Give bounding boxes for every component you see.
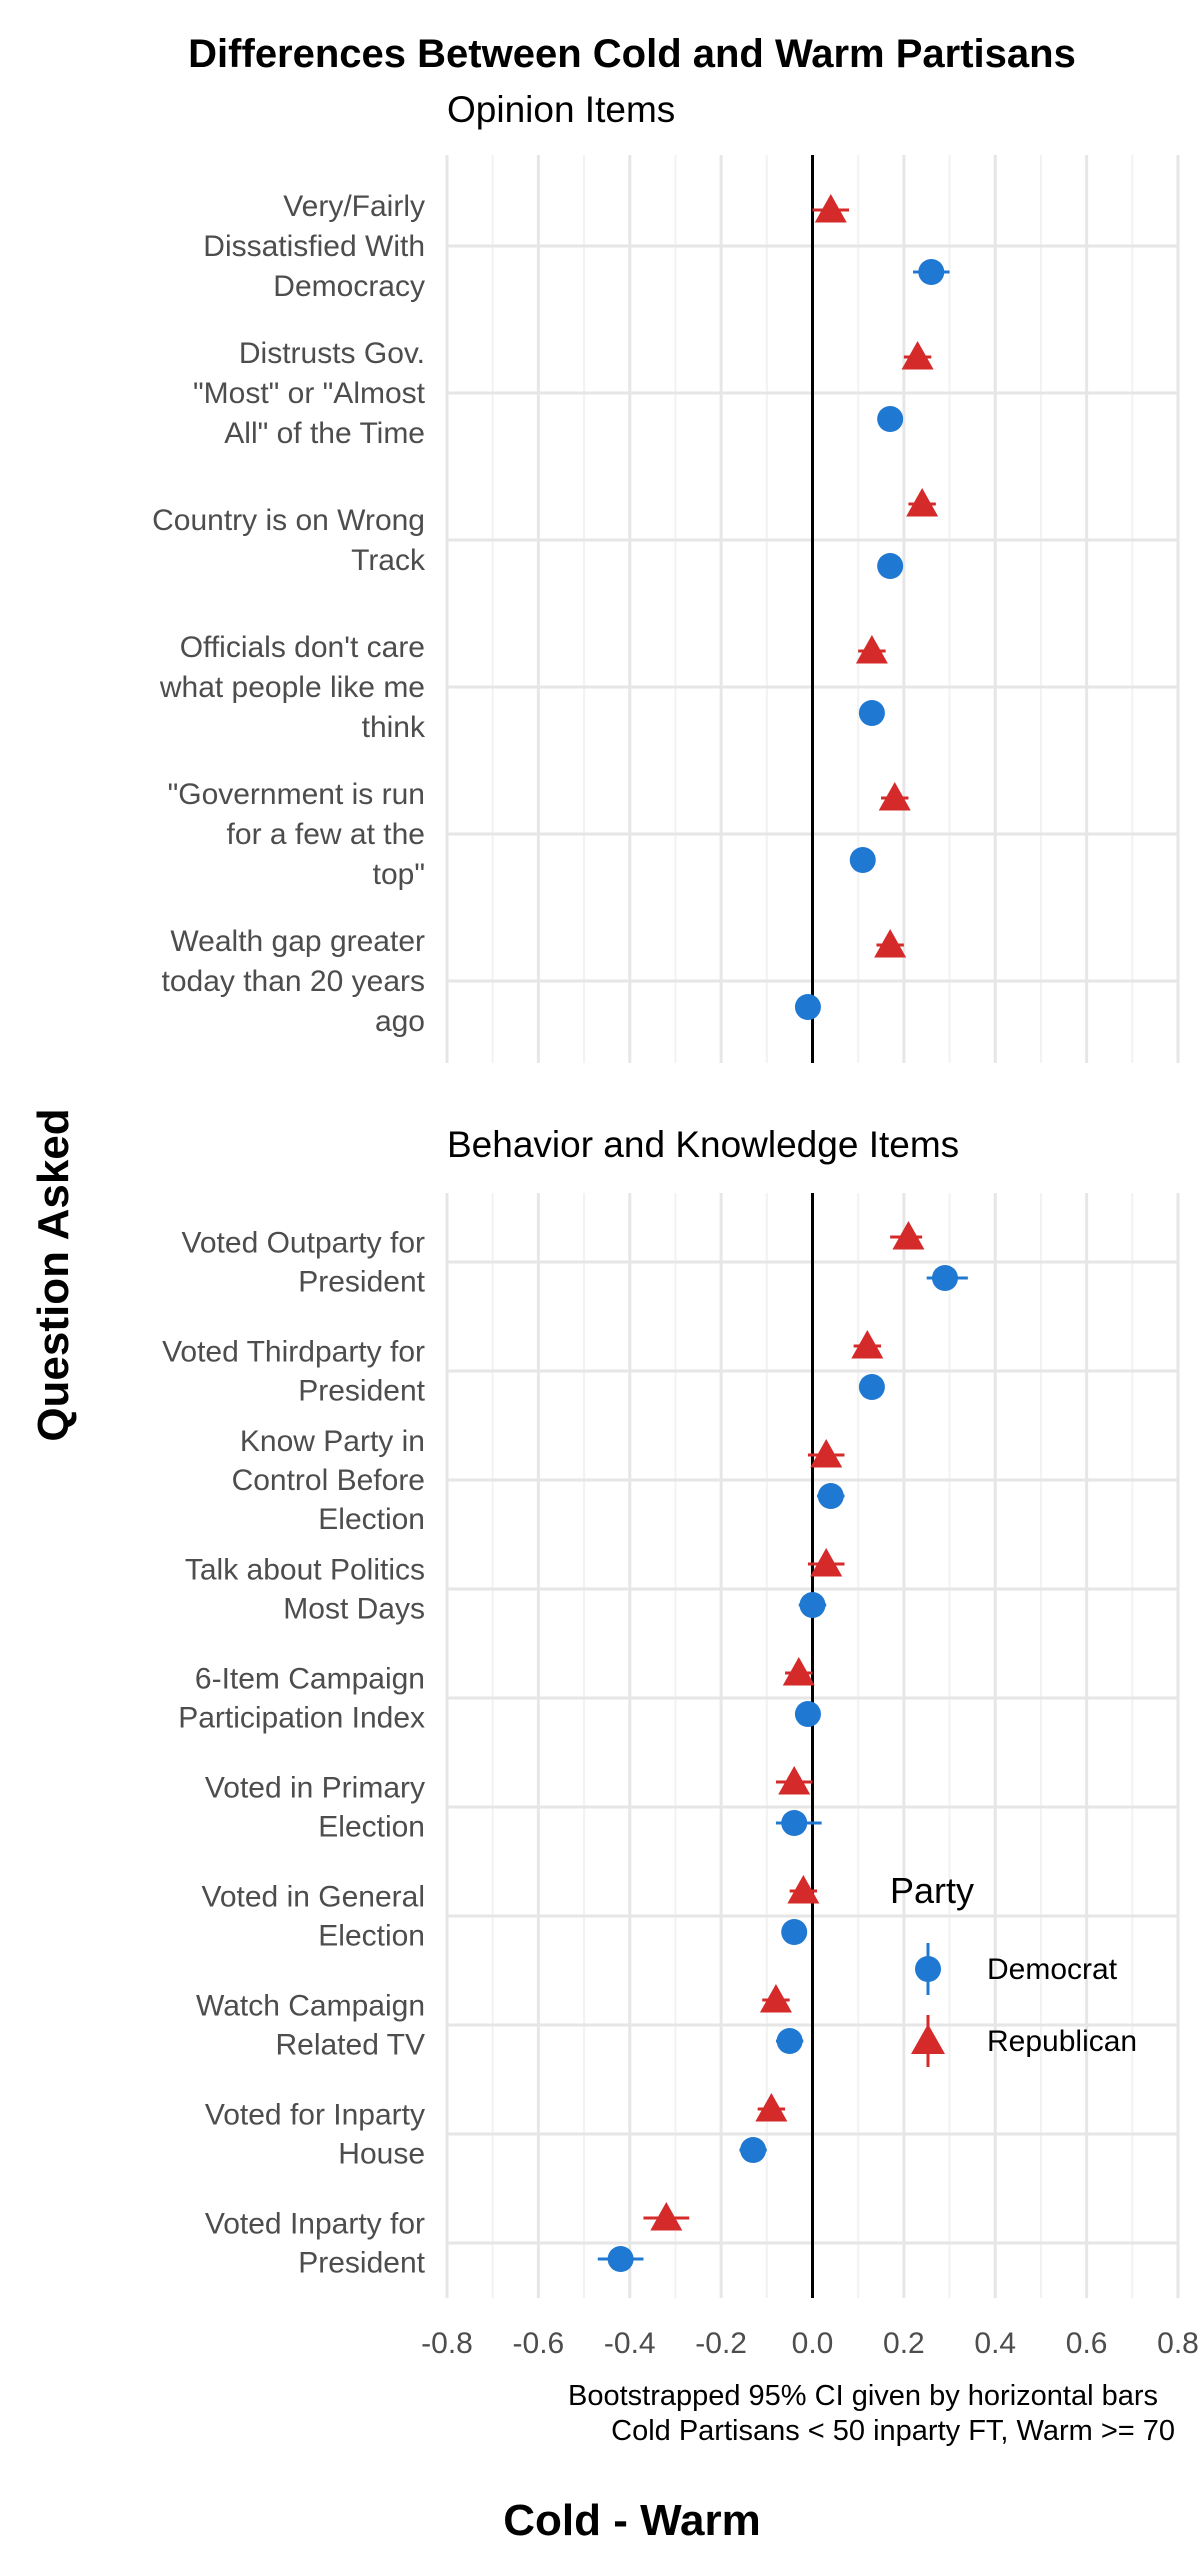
democrat-point	[740, 2137, 767, 2163]
y-tick-label: today than 20 years	[161, 965, 425, 998]
democrat-point	[817, 1483, 844, 1509]
republican-point	[814, 194, 847, 223]
republican-point	[901, 341, 934, 370]
panel-2: Behavior and Knowledge Items Voted Outpar…	[162, 1124, 1180, 2298]
x-tick-label: -0.2	[695, 2327, 747, 2360]
y-tick-label: what people like me	[159, 671, 425, 704]
democrat-point	[607, 2246, 634, 2272]
x-tick-label: 0.2	[883, 2327, 925, 2360]
panel-1: Opinion Items Very/Fairly Dissatisfied Wit…	[152, 89, 1180, 1063]
y-tick-label: "Most" or "Almost	[193, 377, 426, 410]
y-tick-label: Wealth gap greater	[170, 925, 425, 958]
democrat-point	[794, 1701, 821, 1727]
democrat-point	[858, 1374, 885, 1400]
republican-point	[810, 1548, 843, 1577]
y-tick-label: Voted for Inparty	[205, 2099, 425, 2132]
x-axis: -0.8 -0.6 -0.4 -0.2 0.0 0.2 0.4 0.6 0.8	[421, 2327, 1199, 2360]
legend-democrat-symbol	[915, 1956, 941, 1982]
y-tick-label: Dissatisfied With	[203, 230, 425, 263]
x-tick-label: 0.6	[1066, 2327, 1108, 2360]
republican-point	[810, 1439, 843, 1468]
y-tick-label: Voted Outparty for	[182, 1227, 425, 1260]
y-tick-label: Know Party in	[240, 1425, 425, 1458]
democrat-point	[799, 1592, 826, 1618]
y-tick-label: Officials don't care	[180, 631, 425, 664]
y-tick-label: President	[298, 1375, 425, 1408]
x-tick-label: 0.4	[974, 2327, 1016, 2360]
republican-point	[874, 929, 907, 958]
y-tick-label: All" of the Time	[224, 417, 425, 450]
y-tick-label: Control Before	[232, 1464, 425, 1497]
y-tick-label: ago	[375, 1005, 425, 1038]
y-tick-label: Track	[351, 544, 426, 577]
y-tick-label: House	[338, 2138, 425, 2171]
y-tick-label: Election	[318, 1503, 425, 1536]
y-tick-label: Voted Inparty for	[205, 2208, 425, 2241]
y-tick-label: for a few at the	[227, 818, 425, 851]
republican-point	[755, 2093, 788, 2122]
legend-republican-label: Republican	[987, 2025, 1137, 2058]
republican-point	[650, 2202, 683, 2231]
y-tick-label: Participation Index	[178, 1702, 425, 1735]
y-tick-label: Democracy	[273, 270, 425, 303]
caption-line-2: Cold Partisans < 50 inparty FT, Warm >= …	[611, 2415, 1175, 2447]
caption-line-1: Bootstrapped 95% CI given by horizontal …	[568, 2380, 1158, 2412]
y-tick-label: "Government is run	[168, 778, 425, 811]
legend-title: Party	[890, 1870, 974, 1911]
panel-title-1: Opinion Items	[447, 89, 675, 130]
y-tick-label: Related TV	[275, 2029, 425, 2062]
y-tick-label: Distrusts Gov.	[239, 337, 425, 370]
panel-title-2: Behavior and Knowledge Items	[447, 1124, 959, 1165]
x-tick-label: 0.8	[1157, 2327, 1199, 2360]
chart-panels: Opinion Items Very/Fairly Dissatisfied Wit…	[152, 89, 1180, 2298]
y-tick-label: Voted Thirdparty for	[162, 1336, 425, 1369]
democrat-point	[849, 847, 876, 873]
democrat-point	[794, 994, 821, 1020]
legend-democrat-label: Democrat	[987, 1953, 1118, 1986]
democrat-point	[918, 259, 945, 285]
y-tick-label: top"	[373, 858, 425, 891]
democrat-point	[877, 406, 904, 432]
x-tick-label: -0.4	[604, 2327, 656, 2360]
republican-point	[787, 1875, 820, 1904]
republican-point	[892, 1221, 925, 1250]
x-tick-label: 0.0	[792, 2327, 834, 2360]
y-tick-label: Country is on Wrong	[152, 504, 425, 537]
democrat-point	[781, 1810, 808, 1836]
democrat-point	[877, 553, 904, 579]
legend: Party Democrat Republican	[890, 1870, 1137, 2067]
republican-point	[878, 782, 911, 811]
y-tick-label: Most Days	[283, 1593, 425, 1626]
x-axis-title: Cold - Warm	[503, 2496, 760, 2545]
y-tick-label: think	[362, 711, 426, 744]
legend-entries: Democrat Republican	[911, 1943, 1137, 2067]
y-tick-label: Election	[318, 1811, 425, 1844]
x-tick-label: -0.6	[513, 2327, 565, 2360]
y-tick-label: Election	[318, 1920, 425, 1953]
democrat-point	[776, 2028, 803, 2054]
republican-point	[855, 635, 888, 664]
y-tick-label: President	[298, 2247, 425, 2280]
y-tick-label: Watch Campaign	[196, 1990, 425, 2023]
republican-point	[759, 1984, 792, 2013]
y-tick-label: Voted in Primary	[205, 1772, 425, 1805]
republican-point	[906, 488, 939, 517]
y-tick-label: 6-Item Campaign	[195, 1663, 425, 1696]
republican-point	[851, 1330, 884, 1359]
republican-point	[782, 1657, 815, 1686]
legend-republican-symbol	[911, 2024, 945, 2054]
y-tick-label: Voted in General	[202, 1881, 426, 1914]
chart-title: Differences Between Cold and Warm Partis…	[188, 32, 1076, 76]
republican-point	[778, 1766, 811, 1795]
democrat-point	[858, 700, 885, 726]
democrat-point	[931, 1265, 958, 1291]
y-tick-label: Talk about Politics	[185, 1554, 425, 1587]
x-tick-label: -0.8	[421, 2327, 473, 2360]
democrat-point	[781, 1919, 808, 1945]
y-axis-title: Question Asked	[29, 1108, 78, 1441]
y-tick-label: President	[298, 1266, 425, 1299]
y-tick-label: Very/Fairly	[283, 190, 425, 223]
